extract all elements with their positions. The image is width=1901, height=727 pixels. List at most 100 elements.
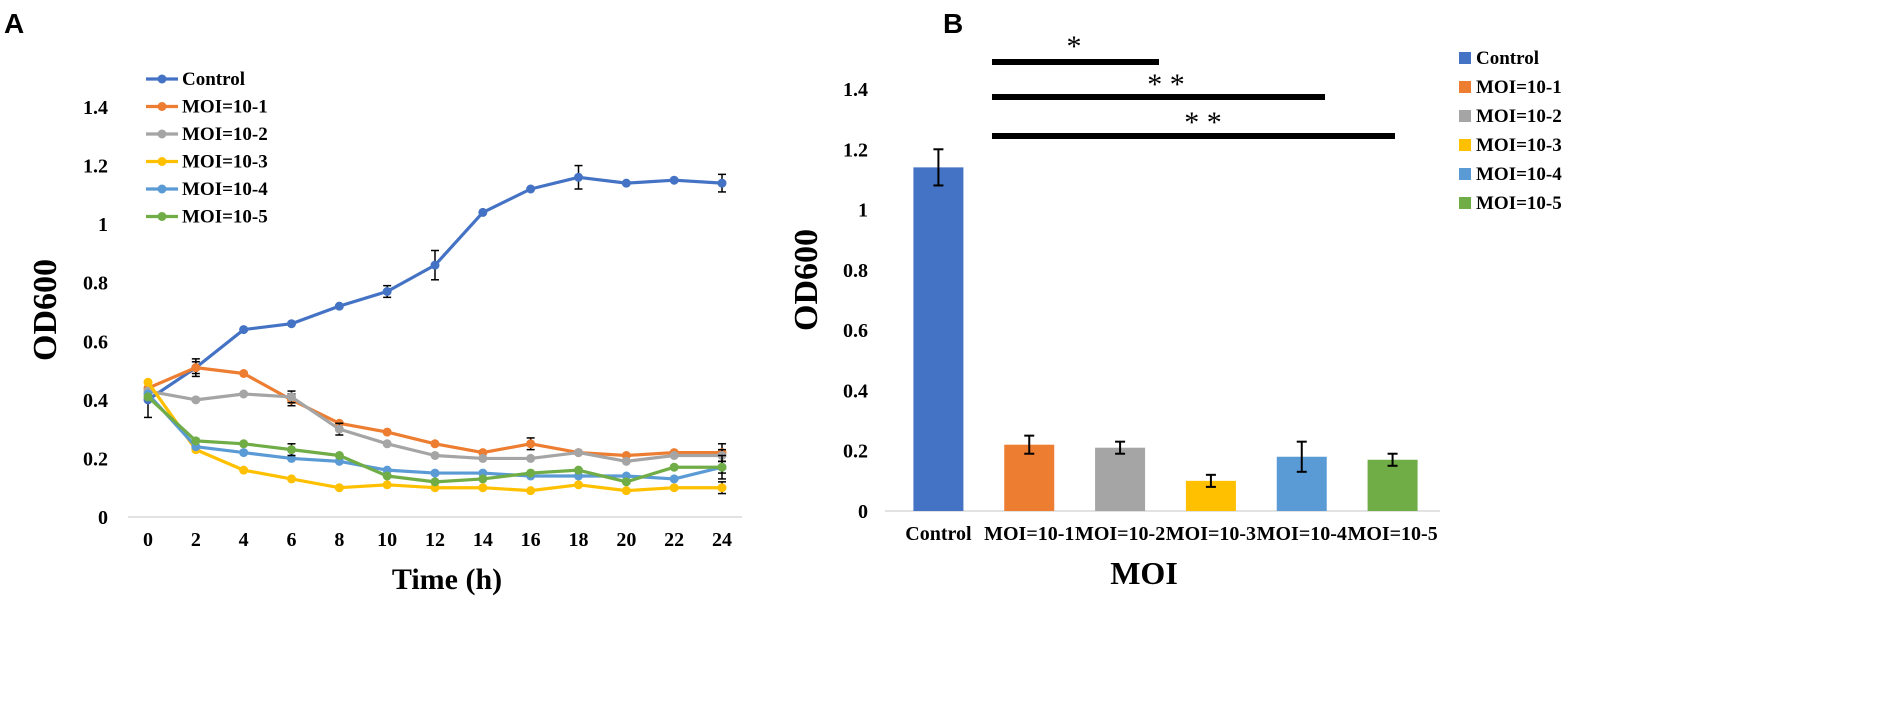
legend-swatch xyxy=(1459,139,1471,151)
bars-group xyxy=(913,148,1418,511)
y-tick-label: 0.2 xyxy=(83,448,108,470)
x-tick-label: 10 xyxy=(377,529,397,551)
data-point xyxy=(526,184,536,194)
y-tick-label: 0 xyxy=(98,507,108,529)
data-point xyxy=(382,480,392,490)
series-group xyxy=(143,164,727,496)
x-tick-label: 18 xyxy=(569,529,589,551)
legend-swatch-marker xyxy=(157,212,167,221)
data-point xyxy=(143,377,153,387)
panel-a-letter: A xyxy=(4,8,24,39)
x-tick-label: MOI=10-1 xyxy=(984,523,1074,545)
x-tick-label: MOI=10-3 xyxy=(1166,523,1256,545)
y-axis-ticks: 0 0.2 0.4 0.6 0.8 1 1.2 1.4 xyxy=(83,97,108,529)
bar xyxy=(1095,447,1146,511)
bar-moi-10-3 xyxy=(1185,473,1236,511)
x-axis-label: Time (h) xyxy=(392,563,502,596)
data-point xyxy=(621,456,631,466)
y-tick-label: 0.4 xyxy=(843,380,868,402)
x-tick-label: 24 xyxy=(712,529,732,551)
bar-moi-10-4 xyxy=(1276,440,1327,511)
significance-label: * * xyxy=(1147,68,1185,101)
data-point xyxy=(526,453,536,463)
data-point xyxy=(717,483,727,493)
data-point xyxy=(143,392,153,402)
data-point xyxy=(287,474,296,484)
legend-label: MOI=10-3 xyxy=(182,152,268,173)
data-point xyxy=(478,207,488,217)
data-point xyxy=(430,451,440,460)
bar-moi-10-5 xyxy=(1367,452,1418,511)
significance-bracket-3: * * xyxy=(992,106,1395,139)
data-point xyxy=(430,439,440,449)
y-tick-label: 1.2 xyxy=(843,139,868,161)
y-tick-label: 1.4 xyxy=(843,79,868,101)
data-point xyxy=(239,448,249,458)
line-chart-panel-a: 00.20.40.60.811.21.4 0 2 4 6 8 10 12 14 16 18 20 22… xyxy=(27,69,742,596)
data-point xyxy=(478,483,488,493)
data-point xyxy=(239,439,249,449)
data-point xyxy=(717,462,727,472)
x-tick-label: MOI=10-4 xyxy=(1257,523,1347,545)
x-axis-label: MOI xyxy=(1110,555,1178,591)
data-point xyxy=(382,287,392,296)
series-control xyxy=(143,164,727,419)
legend-item-moi-10-4: MOI=10-4 xyxy=(146,179,268,200)
y-tick-label: 0 xyxy=(858,501,868,523)
x-tick-label: 4 xyxy=(239,529,249,551)
x-tick-label: 16 xyxy=(521,529,541,551)
data-point xyxy=(574,465,583,475)
legend-swatch xyxy=(1459,81,1471,93)
y-axis-label: OD600 xyxy=(788,229,825,331)
y-tick-label: 0.4 xyxy=(83,390,108,412)
data-point xyxy=(430,468,440,478)
y-tick-label: 1 xyxy=(858,200,868,222)
legend-item-moi-10-3: MOI=10-3 xyxy=(1459,135,1562,156)
legend-swatch-marker xyxy=(157,129,167,139)
legend: Control MOI=10-1 MOI=10-2 MOI=10-3 MOI=10-4 M… xyxy=(146,69,268,228)
data-point xyxy=(382,471,392,481)
data-point xyxy=(478,474,488,484)
legend-swatch-marker xyxy=(157,102,167,111)
data-point xyxy=(239,389,249,399)
bar xyxy=(913,167,964,511)
significance-label: * xyxy=(1067,30,1082,63)
data-point xyxy=(621,178,631,188)
x-tick-label: Control xyxy=(905,523,972,545)
legend-label: MOI=10-2 xyxy=(182,124,268,145)
data-point xyxy=(430,260,440,270)
y-tick-label: 0.8 xyxy=(843,260,868,282)
legend-label: MOI=10-4 xyxy=(1476,164,1562,185)
bar-control xyxy=(913,148,964,511)
y-tick-label: 1.2 xyxy=(83,156,108,178)
legend-swatch-marker xyxy=(157,74,167,84)
bar xyxy=(1004,444,1055,511)
y-tick-label: 1.4 xyxy=(83,97,108,119)
legend-label: Control xyxy=(182,69,245,90)
data-point xyxy=(334,424,344,434)
legend-label: MOI=10-2 xyxy=(1476,106,1562,127)
data-point xyxy=(526,468,536,478)
legend-swatch-marker xyxy=(157,184,167,194)
data-point xyxy=(621,486,631,496)
legend-swatch xyxy=(1459,168,1471,180)
legend-label: MOI=10-4 xyxy=(182,179,268,200)
legend-item-moi-10-1: MOI=10-1 xyxy=(146,97,268,118)
legend: Control MOI=10-1 MOI=10-2 MOI=10-3 MOI=10-4 M… xyxy=(1459,48,1562,214)
legend-label: MOI=10-1 xyxy=(1476,77,1562,98)
data-point xyxy=(478,453,488,463)
data-point xyxy=(717,178,727,188)
data-point xyxy=(239,325,249,335)
legend-label: MOI=10-5 xyxy=(1476,193,1562,214)
data-point xyxy=(574,448,583,458)
legend-item-moi-10-3: MOI=10-3 xyxy=(146,152,268,173)
legend-item-moi-10-4: MOI=10-4 xyxy=(1459,164,1562,185)
y-axis-label: OD600 xyxy=(27,259,64,361)
data-point xyxy=(191,363,201,373)
data-point xyxy=(334,451,344,460)
y-tick-label: 0.6 xyxy=(83,331,108,353)
x-tick-label: 8 xyxy=(334,529,344,551)
y-tick-label: 0.8 xyxy=(83,273,108,295)
data-point xyxy=(334,483,344,493)
legend-item-moi-10-2: MOI=10-2 xyxy=(1459,106,1562,127)
